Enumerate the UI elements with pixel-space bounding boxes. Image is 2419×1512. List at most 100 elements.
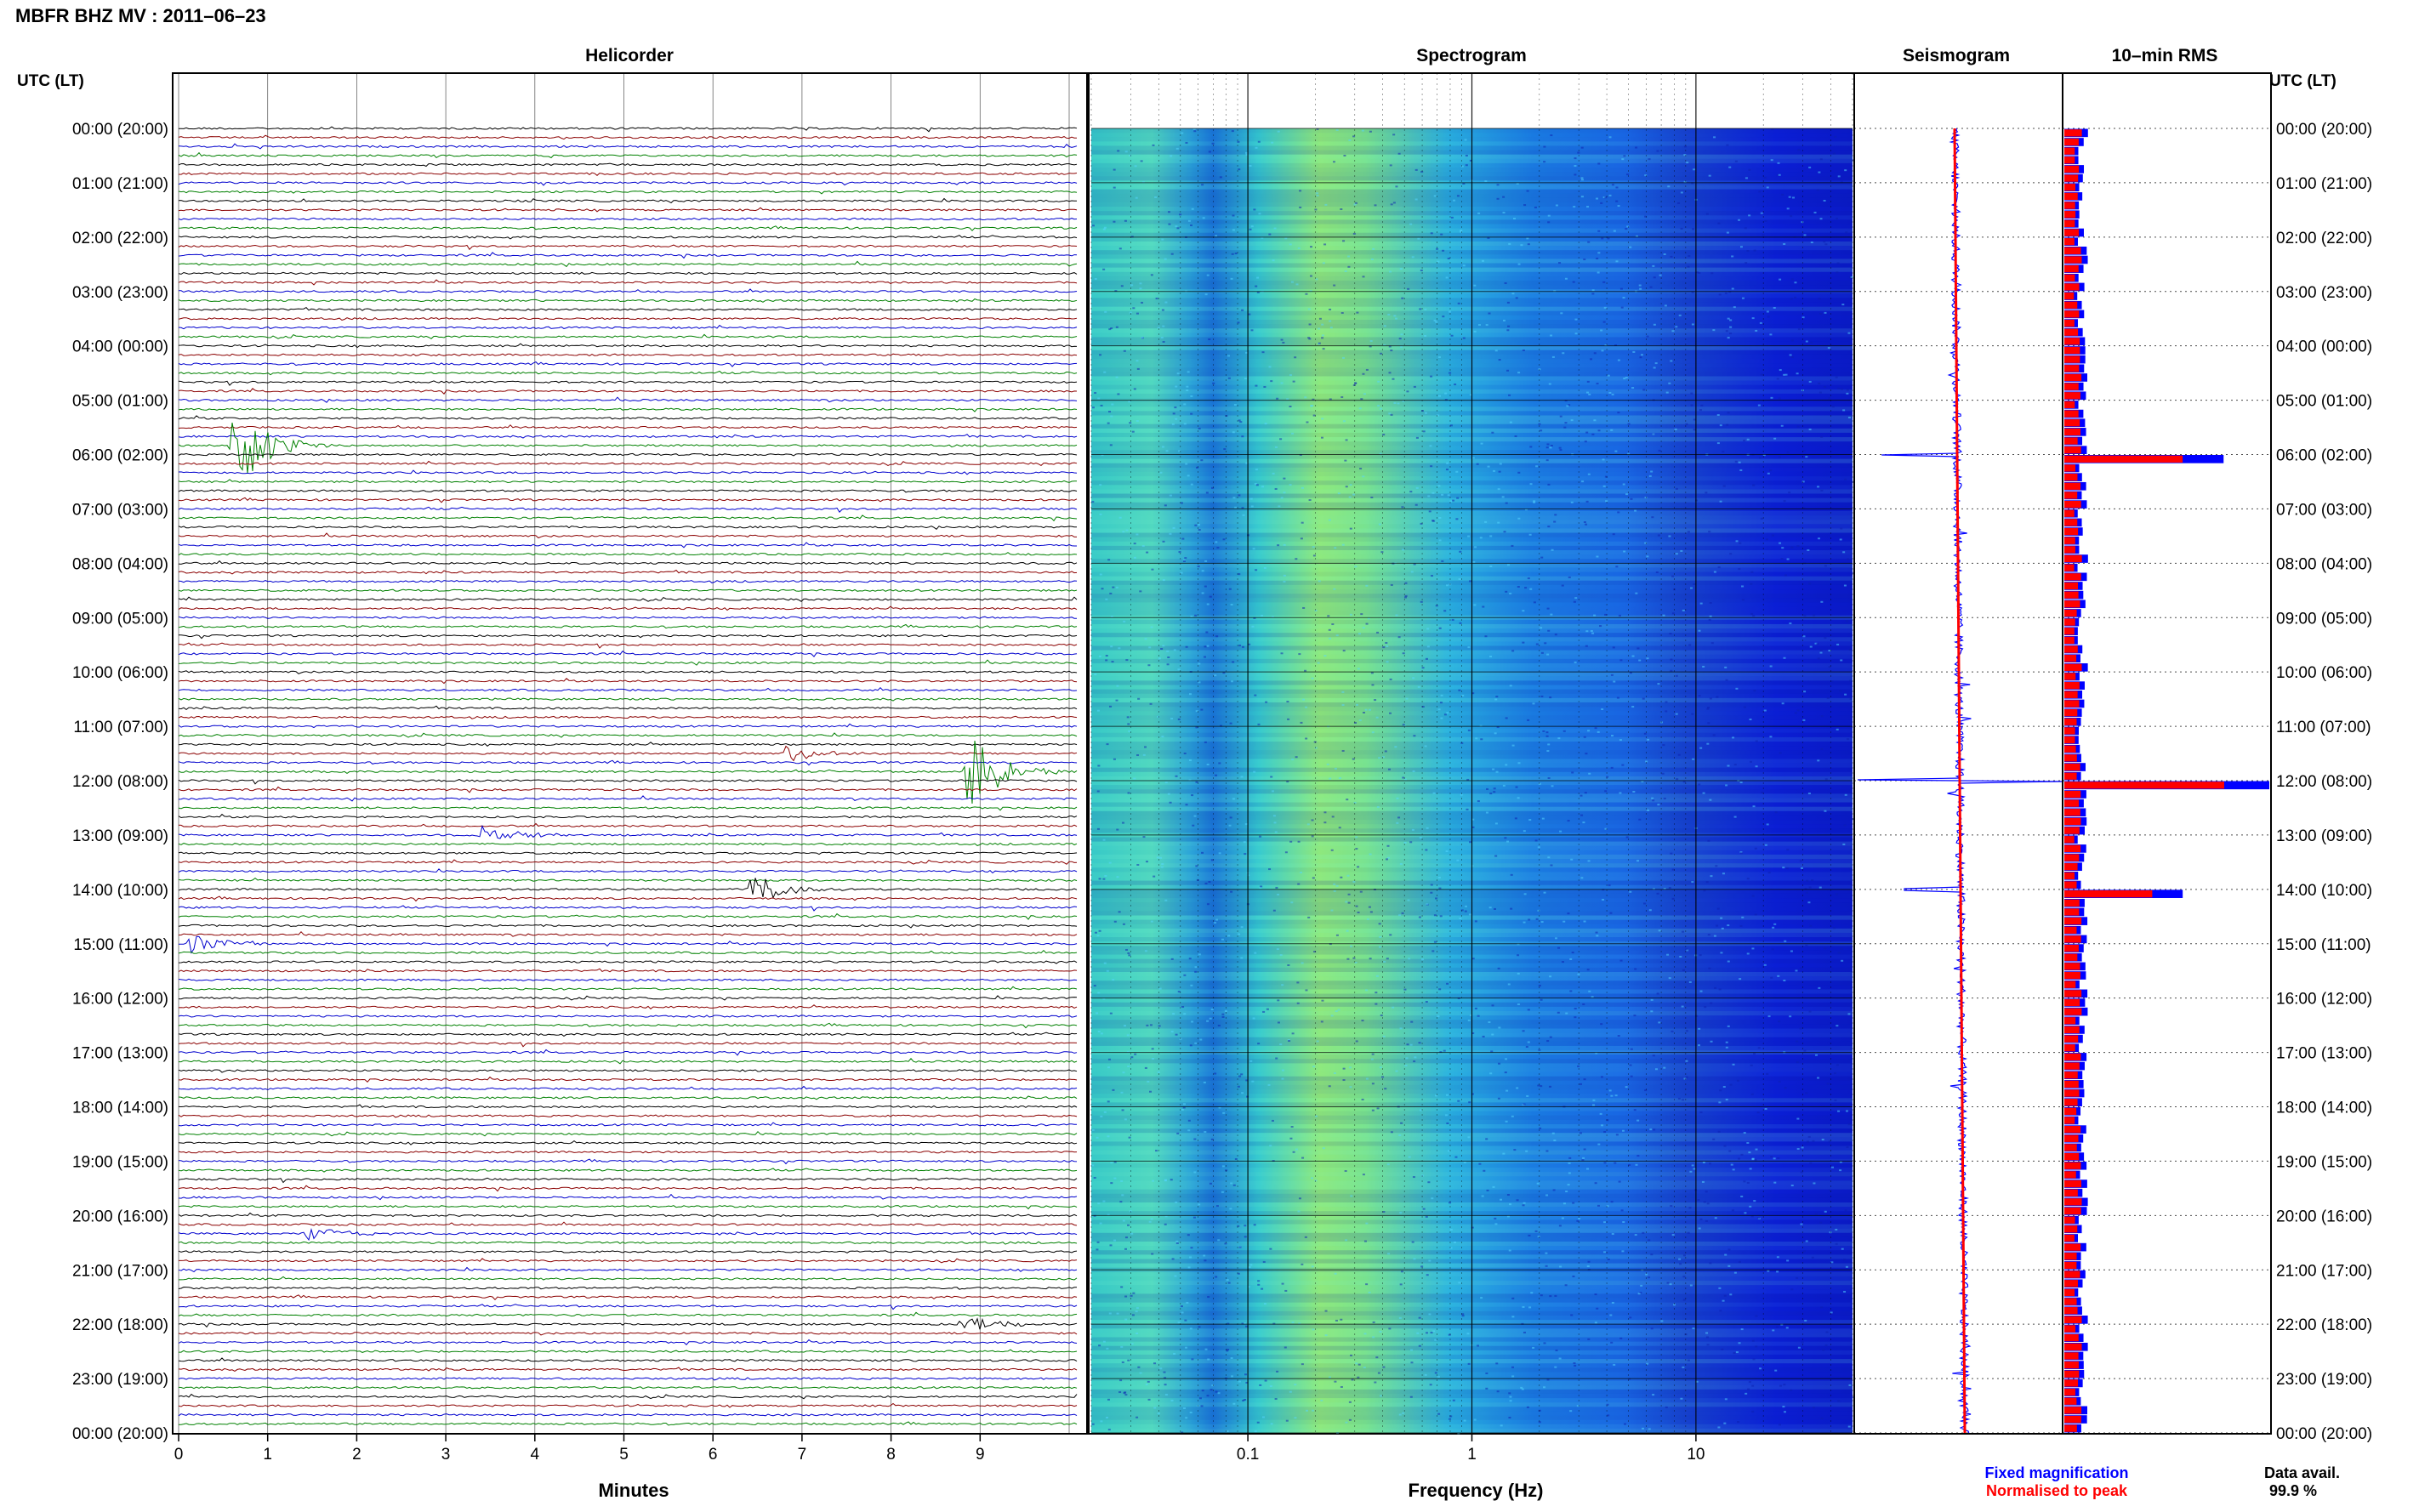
spectrogram-speckle bbox=[1839, 1169, 1842, 1172]
spectrogram-speckle bbox=[1820, 489, 1824, 492]
spectrogram-speckle bbox=[1194, 970, 1198, 973]
spectrogram-speckle bbox=[1765, 538, 1768, 541]
spectrogram-speckle bbox=[1471, 1032, 1475, 1035]
time-label: 22:00 (18:00) bbox=[72, 1316, 168, 1334]
spectrogram-speckle bbox=[1460, 230, 1463, 233]
spectrogram-speckle bbox=[1124, 1248, 1127, 1250]
spectrogram-speckle bbox=[1472, 560, 1476, 563]
spectrogram-speckle bbox=[1238, 933, 1241, 935]
spectrogram-speckle bbox=[1358, 407, 1362, 410]
spectrogram-speckle bbox=[1729, 1083, 1733, 1086]
spectrogram-speckle bbox=[1124, 1025, 1127, 1027]
spectrogram-speckle bbox=[1516, 1087, 1519, 1089]
spectrogram-speckle bbox=[1118, 247, 1122, 250]
spectrogram-speckle bbox=[1491, 1004, 1494, 1007]
spectrogram-speckle bbox=[1463, 1419, 1466, 1422]
spectrogram-speckle bbox=[1726, 231, 1729, 234]
helicorder-trace bbox=[178, 1104, 1078, 1109]
spectrogram-speckle bbox=[1384, 750, 1387, 753]
spectrogram-speckle bbox=[1116, 685, 1119, 687]
spectrogram-speckle bbox=[1553, 520, 1557, 523]
spectrogram-speckle bbox=[1843, 1290, 1847, 1293]
spectrogram-speckle bbox=[1614, 450, 1618, 452]
spectrogram-speckle bbox=[1572, 1202, 1575, 1204]
spectrogram-speckle bbox=[1796, 545, 1800, 548]
spectrogram-speckle bbox=[1215, 235, 1218, 237]
spectrogram-speckle bbox=[1203, 1081, 1206, 1083]
spectrogram-speckle bbox=[1227, 1349, 1230, 1351]
spectrogram-speckle bbox=[1533, 501, 1536, 503]
spectrogram-speckle bbox=[1311, 819, 1314, 821]
time-label: 14:00 (10:00) bbox=[72, 882, 168, 900]
spectrogram-speckle bbox=[1370, 258, 1374, 260]
spectrogram-speckle bbox=[1162, 540, 1165, 543]
spectrogram-speckle bbox=[1342, 240, 1346, 242]
spectrogram-speckle bbox=[1350, 1354, 1353, 1356]
spectrogram-speckle bbox=[1543, 891, 1546, 894]
spectrogram-speckle bbox=[1705, 1336, 1709, 1339]
spectrogram-speckle bbox=[1529, 588, 1533, 590]
helicorder-trace bbox=[178, 388, 1078, 395]
rms-bar-normalised bbox=[2064, 509, 2075, 517]
spectrogram-speckle bbox=[1610, 1341, 1614, 1344]
rms-bar-normalised bbox=[2064, 138, 2079, 146]
spectrogram-speckle bbox=[1502, 319, 1505, 321]
spectrogram-speckle bbox=[1608, 136, 1612, 139]
spectrogram-speckle bbox=[1306, 823, 1310, 826]
spectrogram-speckle bbox=[1639, 356, 1642, 359]
spectrogram-speckle bbox=[1377, 405, 1380, 407]
helicorder-trace bbox=[178, 190, 1078, 195]
spectrogram-speckle bbox=[1172, 1013, 1175, 1015]
spectrogram-speckle bbox=[1162, 579, 1165, 582]
spectrogram-speckle bbox=[1816, 189, 1819, 191]
spectrogram-speckle bbox=[1308, 323, 1312, 326]
spectrogram-speckle bbox=[1751, 1339, 1755, 1342]
spectrogram-speckle bbox=[1185, 804, 1188, 806]
spectrogram-speckle bbox=[1601, 237, 1604, 240]
spectrogram-speckle bbox=[1754, 847, 1757, 850]
spectrogram-speckle bbox=[1256, 276, 1260, 279]
spectrogram-speckle bbox=[1212, 382, 1215, 384]
spectrogram-speckle bbox=[1722, 1299, 1725, 1302]
spectrogram-speckle bbox=[1690, 392, 1693, 395]
spectrogram-speckle bbox=[1522, 641, 1525, 644]
spectrogram-speckle bbox=[1165, 450, 1169, 452]
spectrogram-speckle bbox=[1595, 931, 1598, 934]
spectrogram-speckle bbox=[1755, 765, 1758, 768]
spectrogram-speckle bbox=[1532, 1346, 1535, 1349]
spectrogram-speckle bbox=[1562, 920, 1566, 923]
spectrogram-speckle bbox=[1608, 194, 1612, 196]
spectrogram-speckle bbox=[1789, 1015, 1792, 1018]
spectrogram-speckle bbox=[1230, 604, 1233, 606]
spectrogram-speckle bbox=[1428, 1313, 1431, 1316]
spectrogram-speckle bbox=[1244, 1322, 1247, 1325]
spectrogram-speckle bbox=[1209, 1017, 1212, 1020]
spectrogram-speckle bbox=[1340, 395, 1344, 398]
spectrogram-speckle bbox=[1096, 709, 1100, 712]
spectrogram-speckle bbox=[1422, 1208, 1426, 1210]
spectrogram-speckle bbox=[1543, 1342, 1546, 1344]
spectrogram-speckle bbox=[1232, 497, 1236, 499]
spectrogram-speckle bbox=[1708, 967, 1711, 969]
spectrogram-speckle bbox=[1597, 429, 1601, 432]
spectrogram-speckle bbox=[1425, 1215, 1428, 1218]
time-label: 11:00 (07:00) bbox=[2276, 719, 2371, 736]
spectrogram-speckle bbox=[1381, 756, 1385, 759]
spectrogram-speckle bbox=[1663, 1066, 1666, 1069]
spectrogram-speckle bbox=[1183, 1103, 1186, 1106]
spectrogram-speckle bbox=[1660, 1320, 1664, 1322]
spectrogram-speckle bbox=[1204, 293, 1208, 296]
spectrogram-speckle bbox=[1540, 556, 1544, 559]
spectrogram-speckle bbox=[1375, 1356, 1379, 1359]
spectrogram-speckle bbox=[1274, 446, 1278, 448]
spectrogram-speckle bbox=[1755, 740, 1758, 742]
spectrogram-speckle bbox=[1297, 840, 1301, 843]
spectrogram-speckle bbox=[1537, 846, 1540, 849]
spectrogram-speckle bbox=[1427, 495, 1431, 497]
spectrogram-speckle bbox=[1347, 893, 1351, 895]
spectrogram-speckle bbox=[1164, 1377, 1167, 1379]
spectrogram-speckle bbox=[1328, 1085, 1331, 1088]
spectrogram-speckle bbox=[1808, 428, 1812, 430]
spectrogram-speckle bbox=[1103, 1111, 1107, 1113]
spectrogram-speckle bbox=[1317, 662, 1320, 664]
